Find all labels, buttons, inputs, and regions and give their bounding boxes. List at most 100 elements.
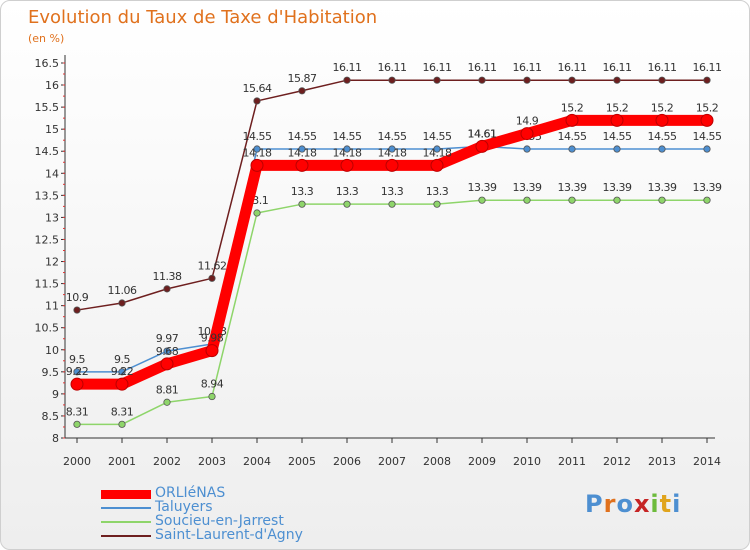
data-point	[73, 420, 81, 428]
data-point	[658, 196, 666, 204]
logo-letter: x	[633, 490, 651, 518]
data-label: 15.87	[288, 72, 317, 85]
data-label: 15.2	[696, 101, 719, 114]
legend-label: Saint-Laurent-d'Agny	[155, 527, 303, 543]
y-tick-label: 8	[52, 432, 59, 445]
data-point	[703, 76, 711, 84]
data-label: 15.2	[651, 101, 674, 114]
legend-label: ORLIéNAS	[155, 485, 226, 501]
x-tick-label: 2003	[198, 455, 226, 468]
data-label: 8.31	[66, 405, 89, 418]
y-tick-label: 9.5	[42, 366, 60, 379]
data-label: 8.31	[111, 405, 134, 418]
data-label: 8.81	[156, 383, 179, 396]
data-label: 14.55	[378, 130, 407, 143]
y-tick-label: 16.5	[35, 57, 60, 70]
data-point	[388, 145, 396, 153]
data-label: 9.97	[156, 332, 179, 345]
data-label: 14.18	[333, 146, 362, 159]
legend-swatch	[101, 507, 151, 509]
data-label: 9.98	[201, 332, 224, 345]
data-point	[388, 76, 396, 84]
data-label: 16.11	[423, 61, 452, 74]
brand-logo: Proxiti	[585, 490, 681, 518]
logo-letter: i	[650, 490, 660, 518]
data-point	[430, 158, 444, 172]
x-tick-label: 2006	[333, 455, 361, 468]
data-point	[115, 377, 129, 391]
data-point	[655, 113, 669, 127]
y-tick-label: 11.5	[35, 278, 60, 291]
y-tick-label: 15.5	[35, 101, 60, 114]
chart-title: Evolution du Taux de Taxe d'Habitation	[28, 7, 378, 28]
y-tick-label: 12	[45, 256, 59, 269]
data-label: 13.3	[336, 185, 359, 198]
y-tick-label: 16	[45, 79, 59, 92]
data-label: 9.22	[111, 365, 134, 378]
x-tick-label: 2007	[378, 455, 406, 468]
data-point	[523, 196, 531, 204]
data-label: 16.11	[693, 61, 722, 74]
y-tick-label: 13	[45, 211, 59, 224]
data-point	[163, 285, 171, 293]
logo-letter: r	[603, 490, 617, 518]
data-point	[298, 200, 306, 208]
x-tick-label: 2013	[648, 455, 676, 468]
data-point	[70, 377, 84, 391]
data-label: 15.2	[561, 101, 584, 114]
data-point	[610, 113, 624, 127]
data-point	[703, 145, 711, 153]
data-label: 14.55	[423, 130, 452, 143]
y-tick-label: 10.5	[35, 322, 60, 335]
data-label: 14.55	[693, 130, 722, 143]
data-label: 11.38	[153, 270, 182, 283]
x-tick-label: 2005	[288, 455, 316, 468]
y-tick-label: 14	[45, 167, 59, 180]
data-label: 13.39	[513, 181, 542, 194]
data-point	[613, 76, 621, 84]
data-point	[73, 306, 81, 314]
data-label: 9.5	[114, 353, 130, 366]
legend-label: Taluyers	[155, 499, 213, 515]
data-point	[478, 76, 486, 84]
data-label: 14.9	[516, 115, 539, 128]
data-label: 13.39	[558, 181, 587, 194]
data-point	[388, 200, 396, 208]
y-tick-label: 10	[45, 344, 59, 357]
data-point	[433, 76, 441, 84]
x-tick-label: 2014	[693, 455, 721, 468]
data-point	[205, 344, 219, 358]
data-label: 14.55	[648, 130, 677, 143]
data-point	[565, 113, 579, 127]
y-tick-label: 12.5	[35, 233, 60, 246]
data-label: 13.39	[648, 181, 677, 194]
legend-label: Soucieu-en-Jarrest	[155, 513, 284, 529]
data-point	[343, 200, 351, 208]
legend-item: Soucieu-en-Jarrest	[101, 513, 361, 529]
data-label: 14.18	[378, 146, 407, 159]
y-tick-label: 14.5	[35, 145, 60, 158]
data-label: 16.11	[468, 61, 497, 74]
data-point	[295, 158, 309, 172]
data-label: 13.39	[468, 181, 497, 194]
chart-subtitle: (en %)	[28, 32, 65, 45]
data-point	[568, 196, 576, 204]
data-point	[253, 145, 261, 153]
data-point	[73, 368, 81, 376]
y-tick-label: 13.5	[35, 189, 60, 202]
data-label: 14.61	[468, 127, 497, 140]
y-tick-label: 9	[52, 388, 59, 401]
x-tick-label: 2002	[153, 455, 181, 468]
data-label: 14.55	[558, 130, 587, 143]
legend-swatch	[101, 489, 151, 499]
data-label: 16.11	[378, 61, 407, 74]
data-point	[523, 145, 531, 153]
data-point	[340, 158, 354, 172]
data-point	[250, 158, 264, 172]
data-point	[613, 196, 621, 204]
legend-swatch	[101, 521, 151, 523]
data-point	[208, 392, 216, 401]
data-point	[208, 274, 216, 282]
